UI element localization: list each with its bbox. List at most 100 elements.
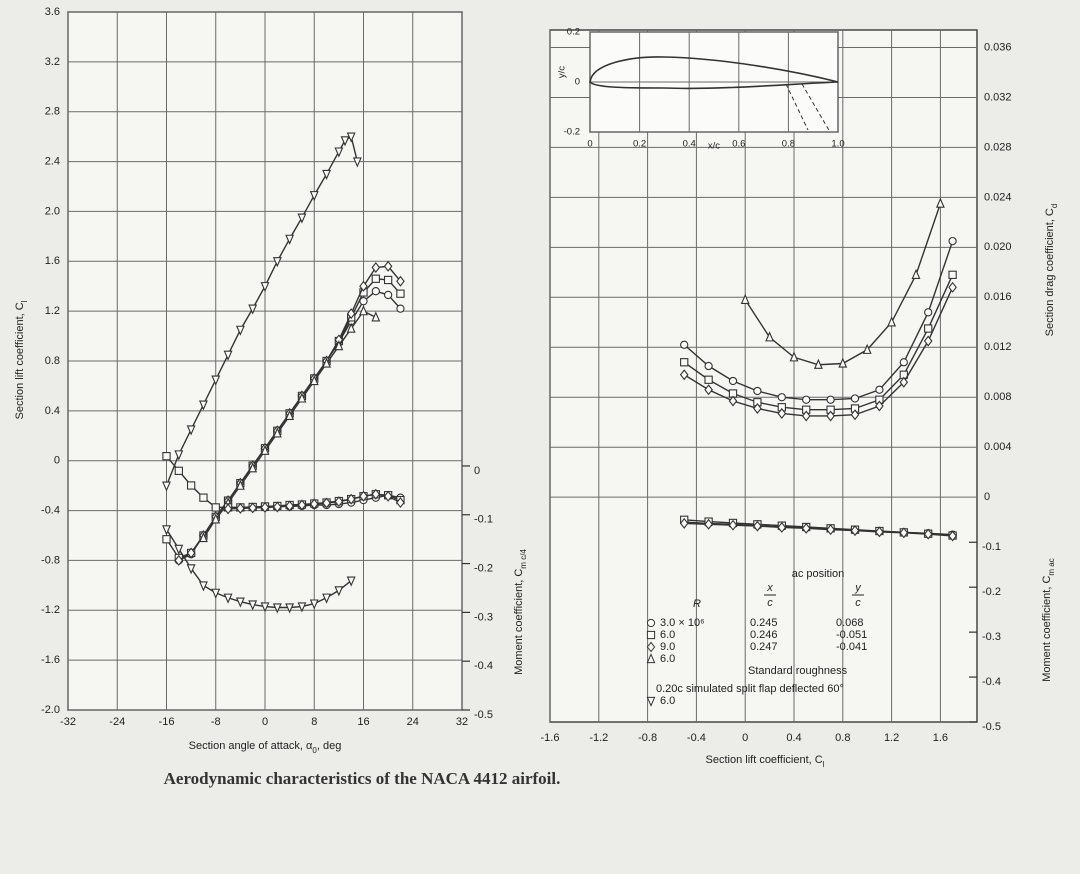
- x-tick-label: 8: [311, 716, 317, 728]
- marker: [646, 630, 656, 640]
- marker: [272, 427, 282, 438]
- y-tick-label: 2.0: [45, 205, 60, 217]
- inset-x-title: x/c: [708, 141, 720, 152]
- marker: [396, 497, 405, 509]
- marker: [297, 602, 307, 613]
- y2-tick-label: 0: [474, 465, 480, 477]
- marker: [346, 322, 356, 333]
- marker: [162, 525, 171, 536]
- marker: [322, 497, 331, 509]
- marker: [273, 501, 282, 513]
- axis-title-part: Moment coefficient, C: [1041, 576, 1053, 682]
- marker: [285, 603, 295, 614]
- marker: [285, 500, 294, 512]
- marker: [777, 521, 787, 533]
- x-tick-label: -0.8: [638, 732, 657, 744]
- axis-title-part: , deg: [317, 740, 341, 752]
- x-tick-label: -1.2: [589, 732, 608, 744]
- marker: [777, 407, 787, 419]
- marker: [813, 358, 823, 369]
- marker: [248, 502, 257, 514]
- y2-tick-label: -0.2: [474, 562, 493, 574]
- legend-r: 9.0: [660, 641, 675, 653]
- marker: [924, 324, 933, 333]
- marker: [334, 496, 344, 508]
- marker: [646, 653, 656, 664]
- x-tick-label: 0.2: [633, 139, 646, 150]
- y2-tick-label: -0.2: [982, 586, 1001, 598]
- marker: [162, 481, 171, 492]
- marker: [679, 369, 689, 381]
- marker: [223, 593, 233, 604]
- marker: [948, 530, 957, 542]
- caption: Aerodynamic characteristics of the NACA …: [164, 769, 561, 788]
- marker: [211, 513, 221, 524]
- marker: [371, 488, 381, 500]
- marker: [198, 532, 208, 543]
- y-tick-label: 1.2: [45, 305, 60, 317]
- marker: [235, 325, 245, 336]
- marker: [211, 588, 221, 599]
- marker: [186, 425, 196, 436]
- marker: [826, 410, 835, 422]
- y-tick-label: 0.036: [984, 41, 1012, 53]
- marker: [334, 586, 344, 597]
- y-tick-label: 0.016: [984, 291, 1012, 303]
- marker: [396, 289, 405, 298]
- axis-title-part: d: [1050, 204, 1059, 208]
- marker: [850, 394, 860, 403]
- axis-title-part: m ac: [1047, 558, 1056, 575]
- marker: [948, 236, 957, 246]
- marker: [740, 293, 750, 304]
- marker: [248, 304, 258, 315]
- marker: [371, 274, 380, 283]
- axis-title-part: m c/4: [519, 549, 528, 569]
- x-axis-title: Section lift coefficient, Cl: [706, 754, 825, 769]
- legend-note: 0.20c simulated split flap deflected 60°: [656, 683, 844, 695]
- y2-tick-label: -0.3: [474, 611, 493, 623]
- legend-x: 0.245: [750, 617, 778, 629]
- y-tick-label: 2.4: [45, 155, 60, 167]
- marker: [801, 522, 811, 534]
- marker: [646, 618, 656, 628]
- series-line: [683, 287, 954, 417]
- marker: [198, 581, 208, 592]
- y-tick-label: 1.6: [45, 255, 60, 267]
- y-tick-label: 3.6: [45, 6, 60, 18]
- marker: [340, 136, 350, 147]
- marker: [383, 275, 393, 285]
- series-line: [165, 529, 352, 609]
- marker: [383, 490, 393, 502]
- x-tick-label: 0.6: [732, 139, 745, 150]
- marker: [911, 268, 921, 279]
- marker: [223, 350, 233, 361]
- marker: [322, 593, 332, 604]
- y2-tick-label: -0.4: [474, 660, 493, 672]
- marker: [646, 696, 656, 707]
- x-tick-label: 0: [587, 139, 592, 150]
- legend-title: ac position: [792, 568, 845, 580]
- marker: [346, 493, 356, 505]
- marker: [199, 493, 208, 502]
- y-axis-title: Section lift coefficient, Cl: [14, 300, 29, 419]
- marker: [260, 282, 270, 293]
- y2-tick-label: -0.4: [982, 676, 1001, 688]
- marker: [322, 169, 332, 181]
- marker: [728, 395, 738, 407]
- marker: [174, 466, 183, 475]
- legend-r: 6.0: [660, 629, 675, 641]
- x-tick-label: 24: [407, 716, 419, 728]
- marker: [923, 335, 933, 347]
- marker: [753, 402, 762, 414]
- y-tick-label: 0.032: [984, 91, 1012, 103]
- marker: [235, 479, 245, 490]
- marker: [309, 498, 319, 510]
- marker: [174, 544, 184, 555]
- marker: [899, 527, 909, 539]
- axis-title-part: Section lift coefficient, C: [14, 302, 26, 419]
- marker: [826, 395, 835, 404]
- y2-axis-title: Moment coefficient, Cm c/4: [513, 549, 528, 675]
- legend-header: c: [855, 597, 861, 609]
- marker: [862, 343, 872, 354]
